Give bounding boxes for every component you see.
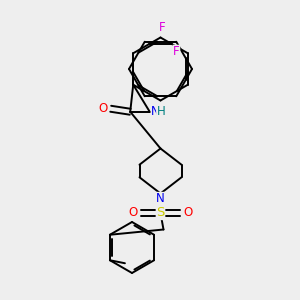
Text: N: N [151,105,160,118]
Text: O: O [129,206,138,220]
Text: S: S [156,206,165,220]
Text: F: F [173,45,180,58]
Text: O: O [99,102,108,115]
Text: O: O [183,206,192,220]
Text: H: H [157,105,166,118]
Text: F: F [159,21,165,34]
Text: N: N [156,192,165,206]
